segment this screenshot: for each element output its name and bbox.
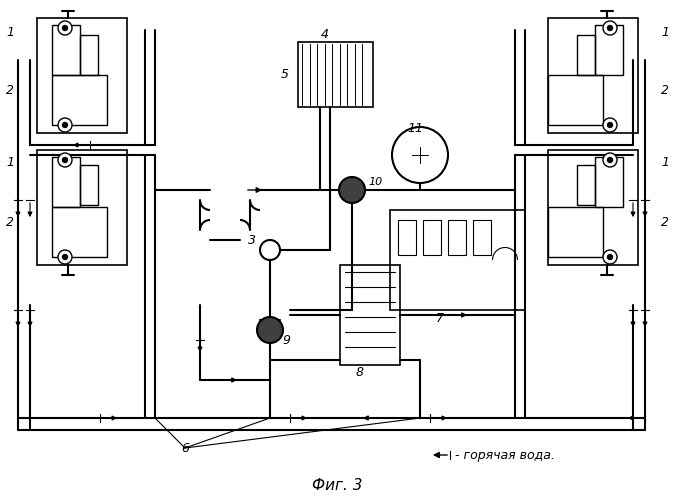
Bar: [80, 35, 98, 75]
Bar: [340, 265, 400, 365]
Text: 11: 11: [407, 122, 423, 134]
Text: 2: 2: [6, 216, 14, 228]
Circle shape: [603, 21, 617, 35]
Bar: [52, 25, 80, 75]
Text: 4: 4: [321, 28, 329, 42]
Bar: [577, 35, 595, 75]
Bar: [577, 165, 595, 205]
Text: - горячая вода.: - горячая вода.: [455, 448, 555, 462]
Text: 3: 3: [248, 234, 256, 246]
Bar: [448, 220, 466, 255]
Text: 1: 1: [661, 156, 669, 168]
Bar: [52, 207, 107, 257]
Bar: [37, 150, 127, 265]
Circle shape: [58, 153, 72, 167]
Bar: [37, 18, 127, 133]
Circle shape: [608, 158, 612, 162]
Circle shape: [58, 118, 72, 132]
Bar: [548, 18, 638, 133]
Text: 10: 10: [368, 177, 382, 187]
Bar: [548, 207, 603, 257]
Text: 9: 9: [282, 334, 290, 346]
Circle shape: [260, 240, 280, 260]
Circle shape: [608, 26, 612, 30]
Text: 2: 2: [661, 84, 669, 96]
Text: 1: 1: [6, 26, 14, 38]
Circle shape: [63, 254, 68, 260]
Text: 5: 5: [281, 68, 289, 82]
Text: 1: 1: [661, 26, 669, 38]
Circle shape: [58, 21, 72, 35]
Bar: [298, 42, 373, 107]
Bar: [398, 220, 416, 255]
Circle shape: [608, 254, 612, 260]
Bar: [52, 75, 107, 125]
Bar: [473, 220, 491, 255]
Circle shape: [63, 158, 68, 162]
Text: Фиг. 3: Фиг. 3: [312, 478, 362, 492]
Text: 7: 7: [436, 312, 444, 324]
Circle shape: [257, 317, 283, 343]
Circle shape: [603, 250, 617, 264]
Bar: [548, 75, 603, 125]
Text: 2: 2: [661, 216, 669, 228]
Circle shape: [392, 127, 448, 183]
Text: 2: 2: [6, 84, 14, 96]
Circle shape: [603, 153, 617, 167]
Bar: [423, 220, 441, 255]
Circle shape: [63, 122, 68, 128]
Circle shape: [58, 250, 72, 264]
Bar: [548, 150, 638, 265]
Circle shape: [63, 26, 68, 30]
Bar: [80, 165, 98, 205]
Text: 1: 1: [6, 156, 14, 168]
Circle shape: [339, 177, 365, 203]
Circle shape: [608, 122, 612, 128]
Text: 8: 8: [356, 366, 364, 378]
Circle shape: [603, 118, 617, 132]
Bar: [390, 210, 525, 310]
Bar: [595, 25, 623, 75]
Text: 6: 6: [181, 442, 189, 454]
Bar: [52, 157, 80, 207]
Bar: [595, 157, 623, 207]
